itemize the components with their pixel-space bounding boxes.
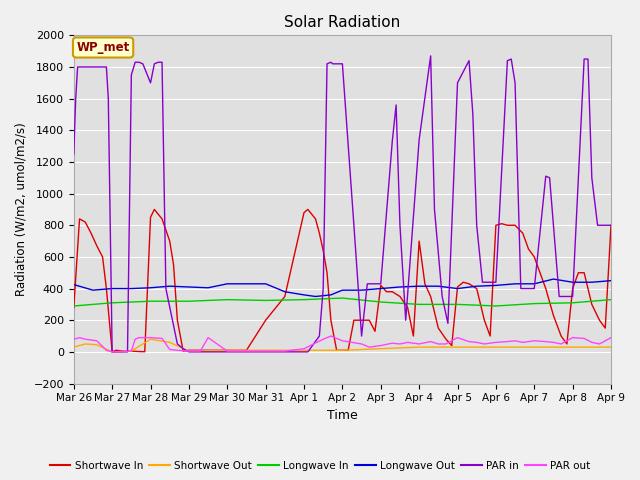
Legend: Shortwave In, Shortwave Out, Longwave In, Longwave Out, PAR in, PAR out: Shortwave In, Shortwave Out, Longwave In… — [45, 456, 595, 475]
Text: WP_met: WP_met — [76, 41, 130, 54]
X-axis label: Time: Time — [327, 409, 358, 422]
Title: Solar Radiation: Solar Radiation — [284, 15, 401, 30]
Y-axis label: Radiation (W/m2, umol/m2/s): Radiation (W/m2, umol/m2/s) — [15, 122, 28, 296]
